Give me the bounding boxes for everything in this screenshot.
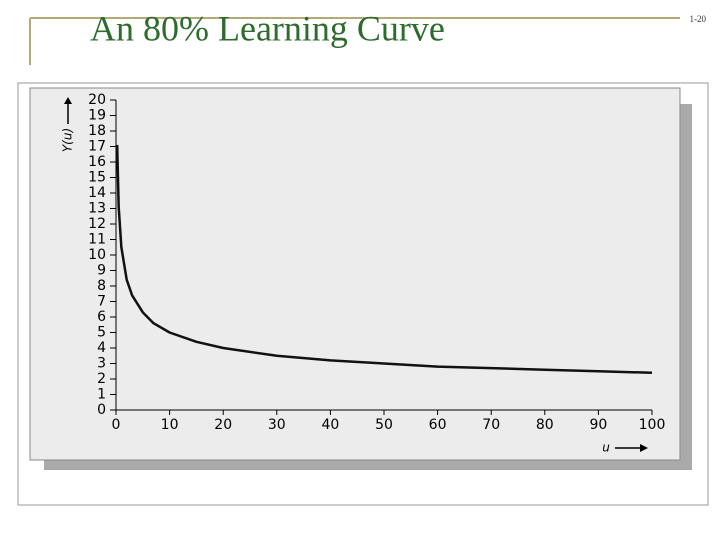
- y-tick-label: 1: [97, 387, 106, 403]
- x-tick-label: 40: [321, 417, 339, 433]
- y-tick-label: 5: [97, 325, 106, 341]
- panel: [29, 87, 681, 461]
- y-tick-label: 19: [88, 108, 106, 124]
- y-tick-label: 7: [97, 294, 106, 310]
- x-tick-label: 60: [429, 417, 447, 433]
- y-tick-label: 2: [97, 371, 106, 387]
- y-tick-label: 9: [97, 263, 106, 279]
- y-tick-label: 15: [88, 170, 106, 186]
- x-tick-label: 10: [161, 417, 179, 433]
- y-tick-label: 17: [88, 139, 106, 155]
- y-tick-label: 12: [88, 216, 106, 232]
- y-tick-label: 0: [97, 402, 106, 418]
- y-axis-label: Y(u): [61, 128, 75, 152]
- x-tick-label: 70: [482, 417, 500, 433]
- slide-number: 1-20: [690, 14, 707, 24]
- y-tick-label: 4: [97, 340, 106, 356]
- x-tick-label: 0: [112, 417, 121, 433]
- curve: [115, 144, 653, 375]
- y-tick-label: 18: [88, 123, 106, 139]
- axis-arrow: [64, 97, 72, 104]
- x-tick-label: 50: [375, 417, 393, 433]
- y-tick-label: 11: [88, 232, 106, 248]
- y-tick-label: 20: [88, 92, 106, 108]
- x-tick-label: 100: [639, 417, 666, 433]
- y-tick-label: 13: [88, 201, 106, 217]
- x-tick-label: 30: [268, 417, 286, 433]
- y-tick-label: 3: [97, 356, 106, 372]
- y-tick-label: 14: [88, 185, 106, 201]
- y-tick-label: 10: [88, 247, 106, 263]
- x-tick-label: 20: [214, 417, 232, 433]
- axis-arrow: [640, 444, 648, 452]
- slide-title: An 80% Learning Curve: [90, 8, 445, 48]
- x-axis-label: u: [602, 441, 610, 455]
- y-tick-label: 16: [88, 154, 106, 170]
- x-tick-label: 80: [536, 417, 554, 433]
- y-tick-label: 6: [97, 309, 106, 325]
- y-tick-label: 8: [97, 278, 106, 294]
- x-tick-label: 90: [589, 417, 607, 433]
